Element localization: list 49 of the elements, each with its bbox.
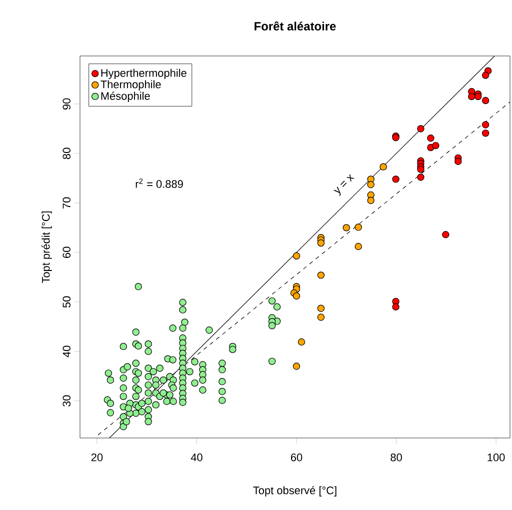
point — [317, 314, 325, 321]
x-tick-label: 20 — [91, 454, 103, 462]
annotation: r$^{2}$ = 0.889 — [136, 178, 183, 188]
point — [367, 181, 374, 188]
point — [417, 166, 424, 173]
x-tick-label: 60 — [290, 454, 302, 462]
point — [342, 224, 350, 232]
point — [292, 252, 300, 260]
x-axis-title: Topt observé [°C] — [253, 486, 336, 496]
point — [417, 174, 424, 181]
y-tick-label: 80 — [62, 148, 70, 160]
y-tick-label: 30 — [62, 395, 70, 407]
point — [417, 125, 424, 132]
x-tick-label: 40 — [190, 454, 202, 462]
point — [292, 292, 300, 300]
x-tick-label: 100 — [488, 454, 505, 462]
point — [317, 272, 325, 279]
point — [317, 304, 325, 312]
x-tick-label: 80 — [390, 454, 402, 462]
point — [482, 72, 490, 79]
chart-title: Forêt aléatoire — [254, 21, 336, 30]
point — [432, 142, 440, 150]
point — [442, 231, 450, 238]
point — [482, 96, 490, 104]
y-axis-title: Topt prédit [°C] — [42, 211, 52, 284]
point — [468, 92, 476, 100]
point — [427, 134, 434, 142]
y-tick-label: 70 — [62, 197, 70, 208]
y-tick-label: 40 — [62, 346, 70, 358]
point — [454, 158, 462, 165]
point — [392, 303, 400, 310]
point — [292, 362, 300, 370]
point — [482, 130, 490, 137]
point — [392, 176, 400, 183]
point — [474, 92, 482, 100]
y-tick-label: 90 — [62, 98, 70, 110]
point — [380, 163, 387, 170]
legend-label: Hyperthermophile — [101, 68, 186, 80]
point — [354, 242, 362, 250]
point — [482, 121, 490, 128]
annotation: y = x — [334, 174, 354, 196]
y-tick-label: 50 — [62, 296, 70, 308]
y-tick-label: 60 — [62, 246, 70, 258]
legend-label: Thermophile — [100, 80, 161, 90]
point — [354, 224, 362, 231]
legend-label: Mésophile — [101, 92, 150, 102]
point — [317, 239, 325, 247]
point — [367, 196, 374, 204]
point — [298, 338, 306, 346]
